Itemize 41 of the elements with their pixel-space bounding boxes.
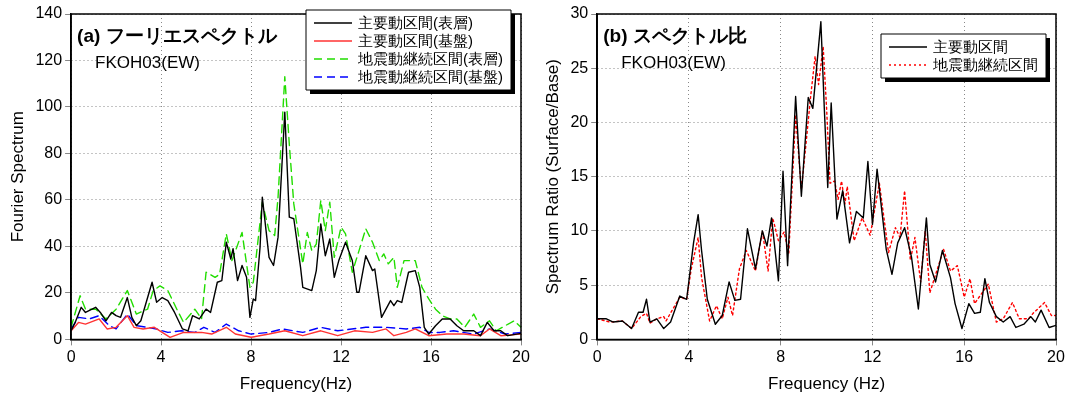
y-tick-label: 40: [44, 236, 63, 254]
y-tick-label: 10: [570, 221, 589, 239]
y-axis-title: Spectrum Ratio (Surface/Base): [542, 59, 562, 295]
x-tick-label: 12: [863, 348, 882, 366]
x-tick-label: 20: [1047, 348, 1065, 366]
text: (b) スペクトル比: [603, 25, 747, 46]
y-tick-label: 0: [53, 329, 63, 347]
x-axis-title: Frequency (Hz): [768, 374, 886, 394]
y-tick-label: 100: [35, 97, 63, 115]
x-tick-label: 12: [332, 348, 351, 366]
x-tick-label: 8: [246, 348, 256, 366]
x-tick-label: 16: [422, 348, 441, 366]
y-tick-label: 15: [570, 167, 589, 185]
x-tick-label: 16: [955, 348, 974, 366]
y-tick-label: 120: [35, 50, 63, 68]
y-tick-label: 30: [570, 4, 589, 22]
y-tick-label: 20: [570, 112, 589, 130]
x-tick-label: 20: [512, 348, 530, 366]
y-tick-label: 25: [570, 58, 589, 76]
legend-label: 地震動継続区間(基盤): [357, 68, 504, 86]
x-tick-label: 4: [684, 348, 694, 366]
x-tick-label: 4: [156, 348, 166, 366]
legend-label: 主要動区間(基盤): [358, 32, 474, 50]
legend-label: 主要動区間: [933, 38, 1008, 56]
y-tick-label: 20: [44, 283, 63, 301]
y-tick-label: 80: [44, 143, 63, 161]
x-tick-label: 0: [592, 348, 602, 366]
y-axis-title: Fourier Spectrum: [7, 111, 27, 243]
x-tick-label: 8: [776, 348, 786, 366]
y-tick-label: 140: [35, 4, 63, 22]
y-tick-label: 5: [579, 275, 589, 293]
y-tick-label: 60: [44, 190, 63, 208]
annotation: FKOH03(EW): [95, 53, 200, 72]
y-tick-label: 0: [579, 329, 589, 347]
legend-label: 主要動区間(表層): [358, 14, 474, 32]
text: (a) フーリエスペクトル: [77, 25, 278, 46]
legend-label: 地震動継続区間(表層): [357, 50, 504, 68]
x-tick-label: 0: [66, 348, 76, 366]
annotation: FKOH03(EW): [621, 53, 727, 72]
x-axis-title: Frequency(Hz): [239, 374, 353, 394]
legend-label: 地震動継続区間: [932, 56, 1038, 74]
